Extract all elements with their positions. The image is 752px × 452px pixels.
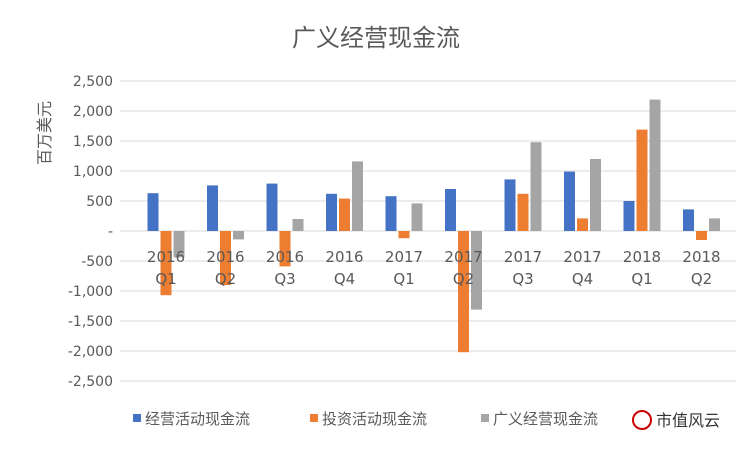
x-tick-label: 2016 [147, 248, 185, 266]
bar [445, 189, 456, 231]
x-tick-label: 2017 [563, 248, 601, 266]
legend-swatch [310, 414, 318, 422]
legend-label: 投资活动现金流 [322, 410, 427, 428]
x-tick-label: Q2 [691, 270, 712, 288]
bar [517, 193, 529, 231]
x-tick-label: 2017 [444, 248, 482, 266]
x-tick-label: Q4 [334, 270, 355, 288]
chart-title: 广义经营现金流 [292, 24, 460, 52]
bar [220, 231, 231, 285]
bar [649, 99, 661, 231]
x-tick-label: Q2 [215, 270, 236, 288]
legend-swatch [481, 414, 489, 422]
bar [709, 218, 720, 231]
watermark-text: 市值风云 [656, 411, 720, 430]
y-tick-label: -1,000 [68, 284, 113, 300]
legend-label: 经营活动现金流 [145, 410, 250, 428]
bar [292, 219, 304, 231]
x-tick-label: 2018 [623, 248, 661, 266]
bar [471, 231, 482, 310]
x-tick-label: 2018 [682, 248, 720, 266]
x-tick-label: Q1 [155, 270, 176, 288]
bar [279, 231, 291, 267]
bar [339, 198, 350, 231]
x-tick-label: Q4 [572, 270, 593, 288]
x-tick-label: Q1 [393, 270, 414, 288]
bar [458, 231, 469, 353]
bar [173, 231, 185, 258]
watermark-logo-icon [632, 410, 652, 430]
y-tick-label: -2,500 [68, 374, 113, 390]
bar [266, 183, 278, 231]
bar [233, 231, 244, 240]
x-tick-label: Q3 [274, 270, 295, 288]
y-tick-label: 500 [86, 194, 113, 210]
y-axis-label: 百万美元 [35, 101, 54, 165]
bar [504, 179, 516, 231]
x-tick-label: Q1 [631, 270, 652, 288]
bar [385, 196, 397, 231]
y-tick-label: 1,500 [73, 134, 113, 150]
x-tick-label: 2016 [266, 248, 304, 266]
bar [398, 231, 410, 239]
bar [207, 185, 218, 231]
y-tick-label: -2,000 [68, 344, 113, 360]
x-tick-label: 2016 [325, 248, 363, 266]
y-tick-label: 2,000 [73, 104, 113, 120]
bar [590, 159, 601, 231]
legend-label: 广义经营现金流 [493, 410, 598, 428]
bar [636, 129, 648, 231]
bar [530, 142, 542, 231]
bar [623, 201, 635, 231]
y-tick-label: 1,000 [73, 164, 113, 180]
y-tick-label: - [108, 224, 113, 240]
bar [411, 203, 423, 231]
bar [160, 231, 172, 296]
x-tick-label: 2017 [385, 248, 423, 266]
bar [352, 161, 363, 231]
legend-swatch [133, 414, 141, 422]
bar [147, 193, 159, 231]
x-tick-label: 2016 [206, 248, 244, 266]
bar [564, 171, 575, 231]
bar [326, 193, 337, 231]
bar [577, 218, 588, 231]
y-tick-label: -1,500 [68, 314, 113, 330]
x-tick-label: 2017 [504, 248, 542, 266]
y-tick-label: 2,500 [73, 74, 113, 90]
x-tick-label: Q2 [453, 270, 474, 288]
bar [683, 209, 694, 231]
x-tick-label: Q3 [512, 270, 533, 288]
bar [696, 231, 707, 240]
y-tick-label: -500 [81, 254, 113, 270]
watermark: 市值风云 [632, 410, 720, 430]
